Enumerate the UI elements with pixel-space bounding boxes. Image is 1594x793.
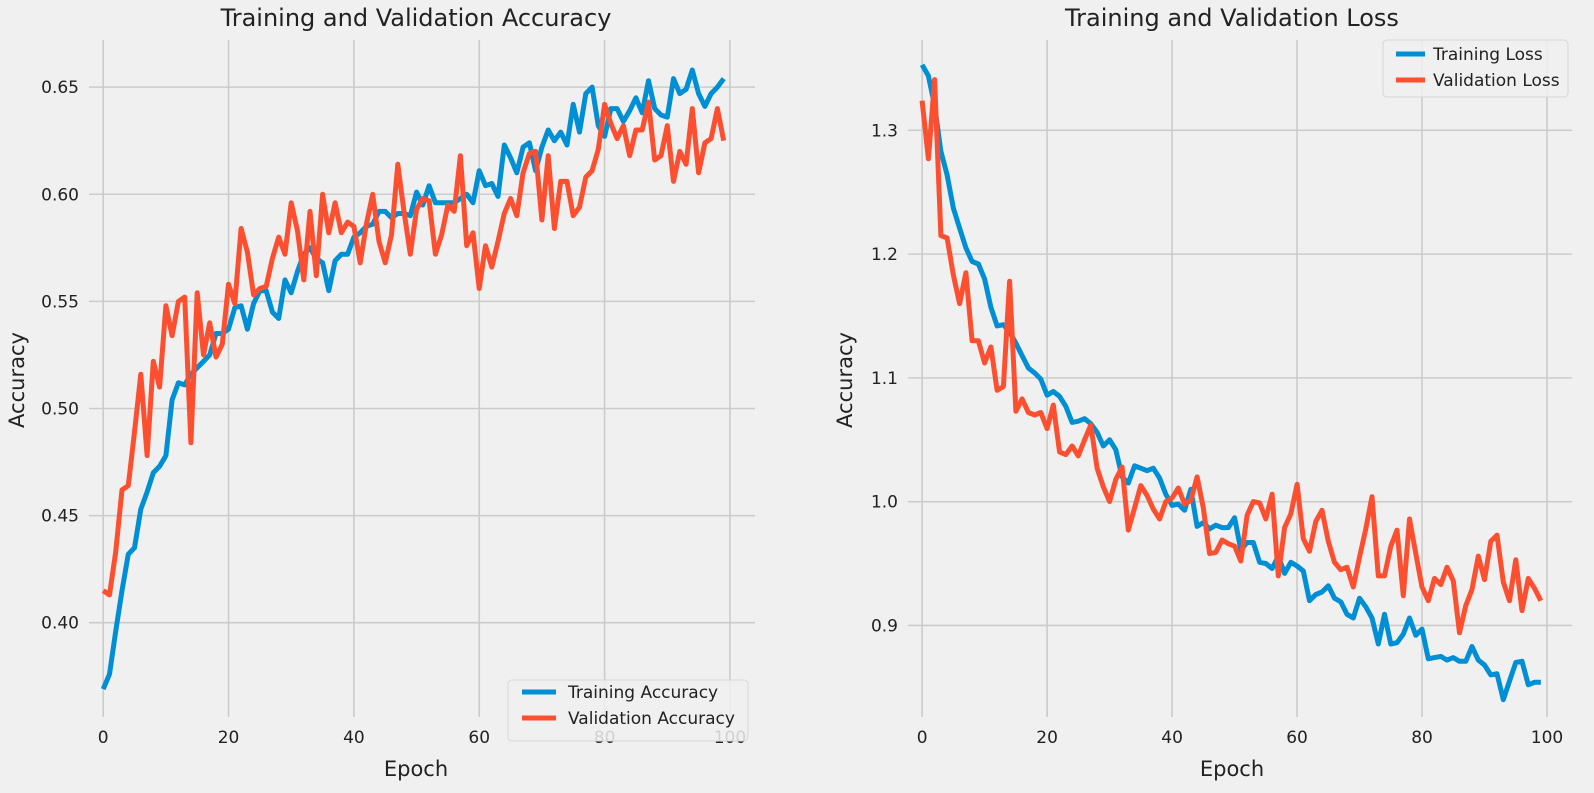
accuracy-gridlines [89,40,755,717]
accuracy-x-tick-label: 60 [468,728,490,748]
loss-y-tick-label: 1.3 [871,121,898,141]
accuracy-x-tick-label: 40 [343,728,365,748]
loss-series [919,63,1544,703]
accuracy-y-tick-label: 0.40 [41,614,79,634]
legend-label-training-loss: Training Loss [1432,45,1543,65]
loss-chart: 0 20 40 60 80 100 0.9 1.0 1.1 1.2 1.3 Training and… [833,4,1572,781]
loss-x-tick-label: 100 [1531,728,1563,748]
loss-series-training-loss [919,63,1541,703]
accuracy-series-validation-accuracy [101,99,727,598]
loss-legend-box [1382,39,1569,98]
accuracy-legend: Training Accuracy Validation Accuracy [507,679,749,742]
legend-label-validation-accuracy: Validation Accuracy [568,709,735,729]
accuracy-series-training-accuracy [100,67,726,691]
loss-y-axis-label: Accuracy [833,332,857,428]
accuracy-y-axis-label: Accuracy [5,332,29,428]
accuracy-series [100,67,727,691]
accuracy-y-tick-label: 0.55 [41,292,79,312]
loss-x-tick-label: 0 [917,728,928,748]
loss-y-tick-label: 0.9 [871,616,898,636]
loss-x-tick-label: 20 [1036,728,1058,748]
loss-x-axis-label: Epoch [1200,757,1264,781]
accuracy-y-tick-label: 0.65 [41,78,79,98]
accuracy-x-tick-label: 0 [98,728,109,748]
legend-label-validation-loss: Validation Loss [1433,71,1560,91]
loss-y-tick-label: 1.0 [871,493,898,513]
loss-legend: Training Loss Validation Loss [1382,39,1569,98]
accuracy-x-tick-label: 20 [218,728,240,748]
accuracy-y-tick-label: 0.60 [41,185,79,205]
accuracy-x-axis-label: Epoch [384,757,448,781]
accuracy-y-tick-label: 0.50 [41,399,79,419]
loss-gridlines [908,40,1572,717]
loss-y-tick-label: 1.1 [871,369,898,389]
loss-ticks: 0 20 40 60 80 100 0.9 1.0 1.1 1.2 1.3 [871,121,1563,748]
accuracy-chart-title: Training and Validation Accuracy [220,4,612,32]
legend-label-training-accuracy: Training Accuracy [567,683,718,703]
accuracy-y-tick-label: 0.45 [41,507,79,527]
loss-y-tick-label: 1.2 [871,245,898,265]
loss-x-tick-label: 80 [1411,728,1433,748]
loss-x-tick-label: 60 [1286,728,1308,748]
accuracy-legend-box [507,679,749,742]
loss-chart-title: Training and Validation Loss [1064,4,1399,32]
loss-series-validation-loss [919,77,1544,636]
loss-x-tick-label: 40 [1161,728,1183,748]
